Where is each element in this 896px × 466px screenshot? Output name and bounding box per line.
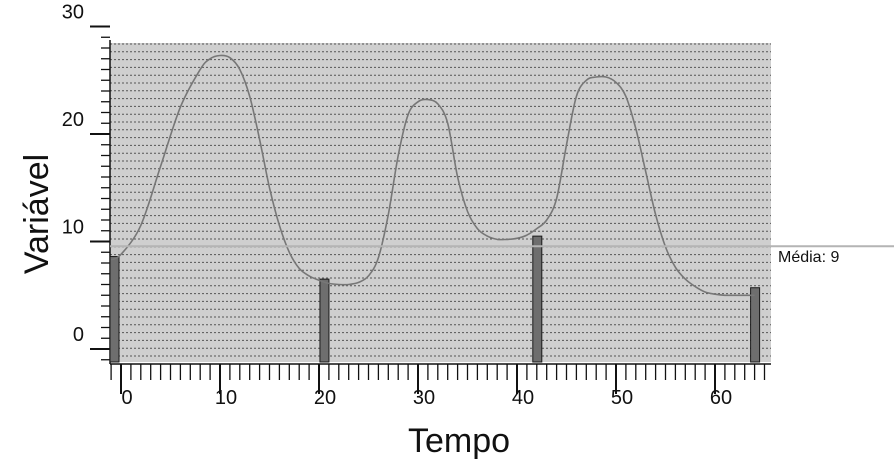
line-series bbox=[110, 54, 755, 297]
bar-series bbox=[109, 235, 761, 363]
x-tick-label: 30 bbox=[413, 387, 435, 409]
x-axis-title: Tempo bbox=[408, 422, 510, 460]
y-tick-label: 0 bbox=[73, 324, 84, 346]
series-line-path bbox=[110, 54, 755, 297]
x-axis: 0 10 20 30 40 50 60 bbox=[110, 363, 771, 409]
x-tick-label: 10 bbox=[215, 387, 237, 409]
y-tick-label: 10 bbox=[62, 217, 84, 239]
mean-indicator: Média: 9 bbox=[110, 245, 894, 266]
x-tick-label: 20 bbox=[314, 387, 336, 409]
y-tick-label: 20 bbox=[62, 109, 84, 131]
x-tick-label: 60 bbox=[710, 387, 732, 409]
x-tick-label: 50 bbox=[611, 387, 633, 409]
y-tick-label: 30 bbox=[62, 2, 84, 24]
y-axis-title: Variável bbox=[18, 154, 56, 274]
mean-label: Média: 9 bbox=[778, 249, 839, 266]
bar bbox=[109, 256, 120, 363]
bar bbox=[319, 278, 330, 363]
bar bbox=[532, 235, 543, 363]
x-tick-label: 0 bbox=[121, 387, 132, 409]
plot-background bbox=[110, 43, 771, 362]
y-axis: 0 10 20 30 bbox=[62, 2, 111, 364]
x-tick-label: 40 bbox=[512, 387, 534, 409]
bar bbox=[750, 287, 761, 363]
